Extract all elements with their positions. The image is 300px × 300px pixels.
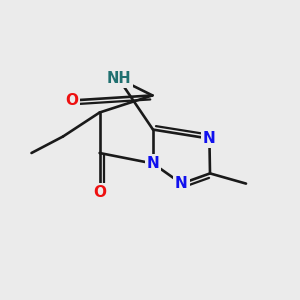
- Text: N: N: [203, 131, 216, 146]
- Text: NH: NH: [106, 71, 131, 86]
- Text: O: O: [93, 185, 106, 200]
- Text: N: N: [147, 156, 159, 171]
- Text: N: N: [175, 176, 188, 191]
- Text: O: O: [65, 93, 78, 108]
